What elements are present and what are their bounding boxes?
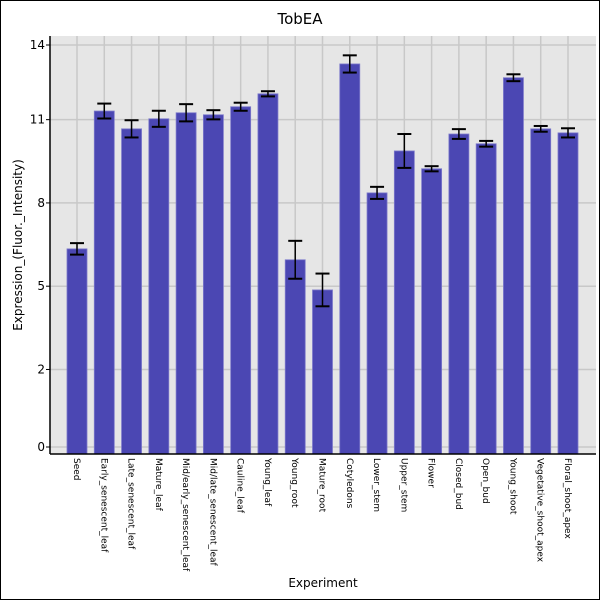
x-tick-label: Cauline_leaf	[235, 458, 245, 514]
x-tick-label: Closed_bud	[453, 458, 463, 510]
bar	[284, 259, 306, 455]
x-axis-label: Experiment	[288, 576, 358, 590]
bar	[202, 114, 224, 455]
x-tick-label: Flower	[426, 458, 436, 488]
bar	[503, 77, 524, 455]
x-tick-label: Young_root	[289, 457, 299, 508]
bar	[312, 289, 333, 455]
x-tick-label: Late_senescent_leaf	[126, 458, 136, 550]
bar	[448, 133, 470, 455]
y-tick-label: 2	[37, 362, 45, 376]
bar	[530, 128, 552, 455]
x-tick-label: Mid/early_senescent_leaf	[180, 458, 190, 572]
y-tick-label: 14	[30, 38, 45, 52]
x-tick-label: Lower_stem	[371, 458, 381, 512]
x-tick-label: Mature_leaf	[153, 458, 163, 512]
x-tick-label: Cotyledons	[344, 458, 354, 509]
bar	[421, 168, 443, 455]
y-tick-label: 0	[37, 440, 45, 454]
bar	[121, 128, 142, 455]
x-tick-label: Seed	[71, 458, 81, 481]
x-tick-label: Open_bud	[480, 458, 490, 504]
bar	[93, 110, 115, 455]
bar	[475, 143, 497, 455]
x-tick-label: Floral_shoot_apex	[562, 458, 572, 539]
bar	[148, 118, 170, 455]
bar	[557, 132, 579, 455]
y-tick-label: 11	[30, 113, 45, 127]
bar	[257, 93, 279, 455]
x-tick-label: Vegetative_shoot_apex	[535, 458, 545, 563]
y-tick-label: 5	[37, 279, 45, 293]
chart-title: TobEA	[277, 10, 323, 28]
x-tick-label: Young_shoot	[507, 457, 517, 515]
bar	[339, 63, 361, 455]
x-tick-label: Upper_stem	[398, 458, 408, 512]
x-tick-label: Early_senescent_leaf	[98, 458, 108, 553]
bar	[366, 192, 388, 455]
bar	[393, 150, 415, 455]
x-tick-label: Young_leaf	[262, 457, 272, 507]
bar	[66, 248, 88, 455]
bar	[175, 112, 197, 455]
bar	[230, 106, 252, 455]
x-tick-label: Mid/late_senescent_leaf	[207, 458, 217, 567]
y-tick-label: 8	[37, 196, 45, 210]
x-tick-label: Mature_root	[317, 458, 327, 513]
